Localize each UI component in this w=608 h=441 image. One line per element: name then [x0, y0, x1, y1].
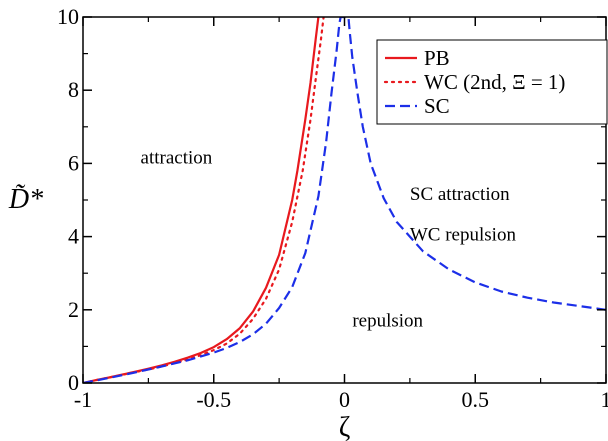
y-tick-label: 0 [68, 370, 79, 395]
y-tick-label: 10 [57, 4, 79, 29]
series-layer [83, 17, 606, 383]
x-tick-label: -0.5 [196, 387, 231, 412]
x-tick-label: -1 [74, 387, 92, 412]
y-tick-label: 4 [68, 224, 79, 249]
x-tick-label: 1 [601, 387, 608, 412]
annotations: attraction SC attraction WC repulsion repul… [141, 147, 517, 331]
y-tick-label: 2 [68, 297, 79, 322]
x-tick-label: 0.5 [462, 387, 490, 412]
annotation-0: attraction [141, 147, 213, 168]
legend-label-2: SC [424, 94, 450, 118]
series-line-1 [83, 17, 325, 383]
y-tick-label: 8 [68, 77, 79, 102]
x-tick-label: 0 [339, 387, 350, 412]
series-line-0 [83, 17, 320, 383]
y-tick-label: 6 [68, 150, 79, 175]
annotation-1: SC attraction [410, 184, 510, 205]
annotation-2: WC repulsion [410, 224, 517, 245]
series-line-2 [83, 17, 606, 383]
x-axis-label: ζ [339, 412, 351, 441]
legend-label-1: WC (2nd, Ξ = 1) [424, 70, 565, 94]
legend-label-0: PB [424, 46, 450, 70]
y-axis-label: D̃* [8, 184, 43, 215]
annotation-3: repulsion [352, 310, 423, 331]
